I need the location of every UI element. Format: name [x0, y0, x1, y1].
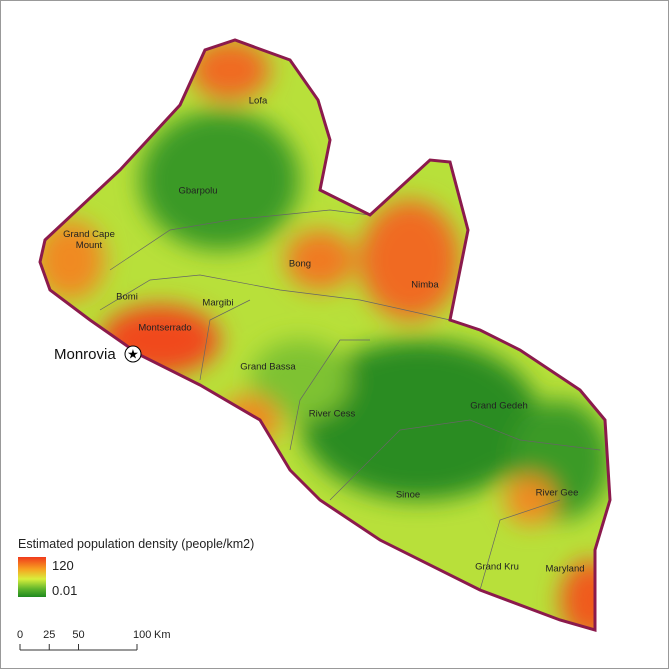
- capital-label: Monrovia: [54, 346, 116, 363]
- scale-label: 25: [43, 629, 55, 641]
- capital-star: ★: [127, 347, 139, 362]
- county-label: Bong: [288, 258, 312, 270]
- scale-label: 50: [72, 629, 84, 641]
- county-label: Nimba: [411, 279, 439, 291]
- county-label: Grand Kru: [475, 561, 519, 573]
- county-label: Lofa: [248, 95, 268, 107]
- capital-marker: [124, 345, 142, 363]
- scale-label: 100: [133, 629, 151, 641]
- county-label: Montserrado: [138, 322, 192, 334]
- county-label: River Gee: [535, 487, 579, 499]
- scale-unit: Km: [154, 629, 171, 641]
- county-label: Sinoe: [395, 489, 421, 501]
- county-label: Grand Cape Mount: [63, 229, 115, 251]
- scale-bar: 0 25 50 100 Km: [17, 629, 171, 651]
- legend-min: 0.01: [52, 583, 77, 598]
- county-label: Grand Gedeh: [470, 400, 528, 412]
- county-label: Bomi: [116, 291, 138, 303]
- county-label: Gbarpolu: [178, 185, 218, 197]
- county-label: Maryland: [545, 563, 585, 575]
- legend-swatch: [18, 557, 46, 597]
- legend-title: Estimated population density (people/km2…: [18, 537, 254, 551]
- legend-max: 120: [52, 558, 74, 573]
- county-label: Grand Bassa: [240, 361, 296, 373]
- county-label: River Cess: [308, 408, 356, 420]
- scale-label: 0: [17, 629, 23, 641]
- county-label: Margibi: [202, 297, 234, 309]
